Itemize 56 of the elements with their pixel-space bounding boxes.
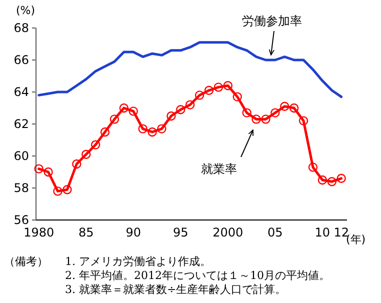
point <box>90 140 100 150</box>
point <box>157 124 166 134</box>
text: （備考） <box>4 255 48 268</box>
line-series <box>38 41 343 98</box>
point <box>166 111 176 121</box>
x-tick-label: 1980 <box>24 226 54 240</box>
point <box>119 103 129 113</box>
point <box>138 124 148 134</box>
point <box>232 92 242 102</box>
y-tick-label: 58 <box>14 180 29 195</box>
y-axis-title: (%) <box>16 4 36 17</box>
text: 2. 年平均値。2012年については１～10月の平均値。 <box>65 269 330 282</box>
x-axis-title: (年) <box>346 233 366 246</box>
point <box>176 105 186 114</box>
point <box>53 186 62 196</box>
y-tick-label: 64 <box>14 84 29 99</box>
text: 1. アメリカ労働省より作成。 <box>65 255 211 268</box>
point <box>298 116 308 126</box>
point <box>270 108 280 118</box>
point <box>261 114 270 124</box>
x-tick-label: 85 <box>78 226 94 240</box>
text: 3. 就業率＝就業者数÷生産年齢人口で計算。 <box>65 283 286 296</box>
x-tick-label: 05 <box>268 226 283 240</box>
point <box>327 177 336 186</box>
point <box>194 90 204 100</box>
point <box>100 127 110 137</box>
y-tick-label: 56 <box>14 212 29 227</box>
point <box>110 114 120 124</box>
point <box>34 164 44 174</box>
point <box>308 162 318 172</box>
y-tick-label: 68 <box>14 20 29 35</box>
x-tick-label: 2000 <box>212 226 244 240</box>
series-label: 労働参加率 <box>242 14 302 28</box>
x-tick-label: 95 <box>172 226 188 240</box>
point <box>223 81 232 90</box>
point <box>72 159 82 169</box>
point <box>214 82 224 92</box>
point <box>280 102 290 111</box>
point <box>242 108 252 118</box>
point <box>62 185 72 194</box>
y-tick-label: 62 <box>14 116 29 131</box>
point <box>289 103 299 113</box>
point <box>318 175 328 185</box>
point <box>185 100 195 110</box>
y-tick-label: 60 <box>14 148 29 163</box>
x-tick-label: 90 <box>126 226 142 240</box>
point <box>44 167 53 177</box>
point <box>148 127 157 137</box>
text: 就業率 <box>201 162 237 176</box>
x-tick-label: 10 <box>314 226 330 240</box>
point <box>204 86 214 95</box>
y-tick-label: 66 <box>14 52 29 67</box>
point <box>336 174 346 183</box>
point <box>252 114 261 124</box>
point <box>82 150 91 159</box>
point <box>128 106 138 116</box>
